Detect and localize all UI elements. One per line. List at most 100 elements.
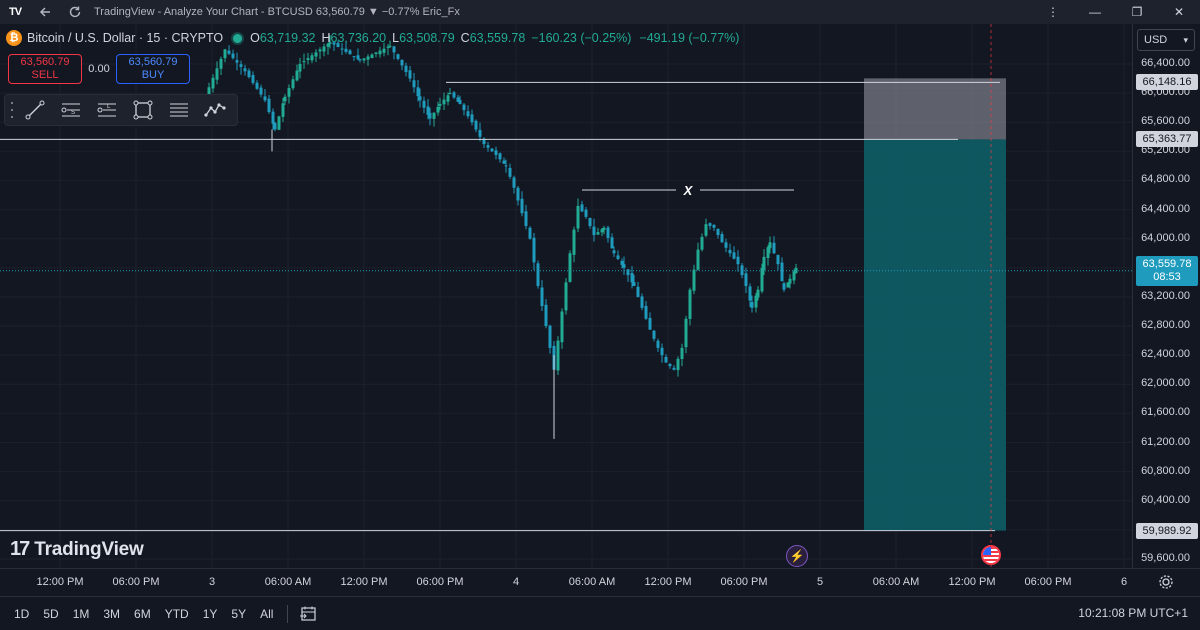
range-button-5y[interactable]: 5Y	[231, 606, 247, 621]
candle-body	[287, 88, 291, 97]
price-tick: 62,400.00	[1141, 348, 1190, 361]
close-icon[interactable]: ✕	[1173, 5, 1185, 19]
high-value: 63,736.20	[330, 31, 387, 45]
candle-body	[776, 254, 780, 265]
entry-price-label: 65,363.77	[1136, 131, 1198, 148]
price-tick: 63,200.00	[1141, 289, 1190, 302]
candle-body	[688, 289, 692, 319]
currency-select[interactable]: USD ▾	[1137, 29, 1195, 51]
price-tick: 62,000.00	[1141, 377, 1190, 390]
back-arrow-icon[interactable]	[30, 0, 60, 24]
chart-pane[interactable]: X ₿ Bitcoin / U.S. Dollar · 15 · CRYPTO …	[0, 24, 1132, 568]
candle-body	[318, 49, 322, 52]
candle-body	[277, 116, 281, 130]
price-tick: 64,400.00	[1141, 202, 1190, 215]
candle-body	[640, 296, 644, 308]
trendline-icon[interactable]	[17, 95, 53, 125]
candle-body	[442, 99, 446, 105]
lightning-icon[interactable]: ⚡	[786, 545, 808, 567]
time-tick: 6	[1120, 576, 1128, 588]
candle-body	[756, 289, 760, 298]
current-price-value: 63,559.78	[1142, 257, 1192, 270]
candle-body	[560, 311, 564, 343]
window-titlebar: TV TradingView - Analyze Your Chart - BT…	[0, 0, 1200, 24]
range-button-5d[interactable]: 5D	[43, 606, 59, 621]
candle-body	[348, 50, 352, 55]
svg-text:L: L	[107, 104, 111, 110]
reload-icon[interactable]	[60, 0, 90, 24]
fib-s-icon[interactable]: S	[53, 95, 89, 125]
candle-body	[462, 104, 466, 111]
candle-body	[528, 227, 532, 239]
candle-body	[448, 93, 452, 95]
candle-body	[512, 177, 516, 188]
price-tick: 59,600.00	[1141, 552, 1190, 564]
price-chart[interactable]: X	[0, 24, 1132, 568]
candle-body	[215, 68, 219, 80]
candle-body	[239, 64, 243, 67]
candle-body	[404, 65, 408, 73]
candle-body	[227, 50, 231, 54]
divider	[287, 604, 289, 623]
candle-body	[436, 106, 440, 113]
candle-body	[223, 49, 227, 59]
candle-body	[636, 286, 640, 297]
range-button-3m[interactable]: 3M	[103, 606, 121, 621]
range-button-1y[interactable]: 1Y	[202, 606, 218, 621]
sell-button[interactable]: 63,560.79 SELL	[8, 54, 82, 84]
trade-panel: 63,560.79 SELL 0.00 63,560.79 BUY	[8, 54, 190, 84]
price-tick: 66,400.00	[1141, 57, 1190, 69]
goto-date-icon[interactable]	[298, 604, 318, 624]
candle-body	[610, 237, 614, 249]
candle-body	[536, 263, 540, 287]
candle-body	[326, 43, 330, 47]
candle-body	[516, 187, 520, 201]
range-button-all[interactable]: All	[260, 606, 274, 621]
candle-body	[724, 242, 728, 248]
range-button-1m[interactable]: 1M	[72, 606, 90, 621]
candle-body	[768, 242, 772, 249]
horizontal-lines-icon[interactable]	[161, 95, 197, 125]
range-button-1d[interactable]: 1D	[14, 606, 30, 621]
candle-body	[283, 96, 287, 102]
candle-body	[470, 114, 474, 123]
candle-body	[482, 138, 486, 145]
minimize-icon[interactable]: —	[1089, 5, 1101, 19]
pattern-icon[interactable]	[197, 95, 233, 125]
buy-button[interactable]: 63,560.79 BUY	[116, 54, 190, 84]
candle-body	[247, 70, 251, 78]
candlesticks	[207, 35, 798, 439]
candle-body	[762, 256, 766, 270]
price-axis[interactable]: USD ▾ 66,400.00 66,000.00 65,600.00 65,200.…	[1132, 24, 1200, 568]
candle-body	[708, 223, 712, 226]
candle-body	[374, 52, 378, 54]
candle-body	[458, 99, 462, 105]
range-button-6m[interactable]: 6M	[134, 606, 151, 621]
candle-body	[302, 61, 306, 63]
candle-body	[255, 82, 259, 89]
candle-body	[281, 103, 285, 117]
restore-icon[interactable]: ❐	[1131, 5, 1143, 19]
settings-gear-icon[interactable]	[1158, 574, 1176, 592]
rectangle-icon[interactable]	[125, 95, 161, 125]
time-tick: 06:00 AM	[264, 576, 312, 588]
price-tick: 62,800.00	[1141, 319, 1190, 332]
candle-body	[532, 237, 536, 263]
clock-timezone[interactable]: 10:21:08 PM UTC+1	[1078, 606, 1188, 620]
us-flag-icon[interactable]	[981, 545, 1001, 565]
date-range-buttons: 1D 5D 1M 3M 6M YTD 1Y 5Y All	[0, 607, 273, 621]
candle-body	[344, 48, 348, 52]
symbol-title[interactable]: Bitcoin / U.S. Dollar · 15 · CRYPTO	[27, 31, 224, 45]
fib-l-icon[interactable]: L	[89, 95, 125, 125]
more-menu-icon[interactable]: ⋮	[1047, 5, 1059, 19]
candle-body	[235, 60, 239, 63]
range-button-ytd[interactable]: YTD	[164, 606, 189, 621]
drag-handle-icon[interactable]	[7, 100, 17, 120]
candle-body	[766, 247, 770, 259]
candle-body	[652, 330, 656, 339]
time-axis[interactable]: 12:00 PM 06:00 PM 3 06:00 AM 12:00 PM 06:00 P…	[0, 568, 1200, 596]
candle-body	[211, 77, 215, 89]
window-title: TradingView - Analyze Your Chart - BTCUS…	[94, 6, 460, 18]
candle-body	[544, 304, 548, 327]
